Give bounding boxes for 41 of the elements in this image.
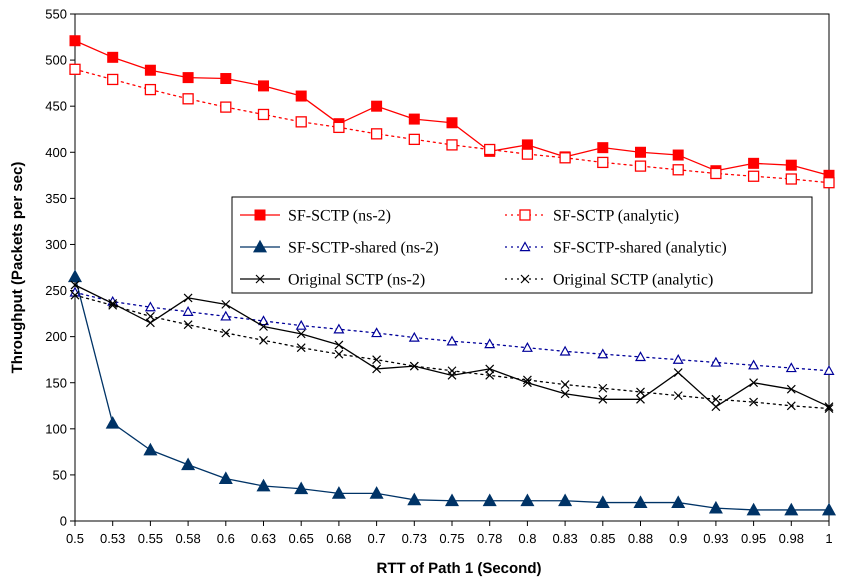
x-tick-label: 0.75 [439,531,465,546]
y-tick-label: 350 [45,190,67,206]
x-tick-label: 0.78 [477,531,502,546]
x-tick-label: 0.65 [288,531,314,546]
x-tick-label: 0.85 [590,531,616,546]
x-axis-title: RTT of Path 1 (Second) [376,560,542,577]
y-tick-label: 500 [45,52,67,68]
x-tick-label: 0.9 [669,531,688,546]
x-tick-label: 0.7 [368,531,386,546]
y-tick-label: 250 [45,283,67,298]
x-tick-label: 0.55 [138,531,164,546]
y-tick-label: 150 [45,375,67,390]
y-tick-label: 200 [45,329,67,344]
x-tick-label: 0.63 [250,531,276,546]
x-tick-label: 0.5 [66,531,84,546]
x-tick-label: 0.98 [778,531,804,546]
x-tick-label: 0.93 [703,531,729,546]
y-tick-label: 50 [52,467,67,482]
y-tick-label: 400 [45,144,67,160]
legend-label: SF-SCTP (ns-2) [288,208,391,225]
x-tick-label: 0.73 [402,531,427,546]
legend-label: Original SCTP (analytic) [553,272,714,289]
legend-label: SF-SCTP-shared (analytic) [553,240,727,257]
y-tick-label: 300 [45,237,67,252]
legend-label: Original SCTP (ns-2) [288,272,426,289]
x-tick-label: 0.68 [326,531,352,546]
y-tick-label: 450 [45,98,67,114]
x-tick-label: 0.8 [518,531,536,546]
y-axis-title: Throughput (Packets per sec) [9,162,26,374]
y-tick-label: 550 [45,6,67,22]
x-tick-label: 0.53 [100,531,126,546]
x-tick-label: 0.58 [175,531,201,546]
x-tick-label: 0.83 [552,531,578,546]
legend-label: SF-SCTP-shared (ns-2) [288,240,439,257]
x-tick-label: 0.88 [628,531,654,546]
x-tick-label: 0.6 [216,531,235,546]
x-tick-label: 0.95 [740,531,766,546]
y-tick-label: 100 [45,421,67,436]
legend-label: SF-SCTP (analytic) [553,208,680,225]
y-tick-label: 0 [60,514,67,529]
x-tick-label: 1 [825,531,833,546]
